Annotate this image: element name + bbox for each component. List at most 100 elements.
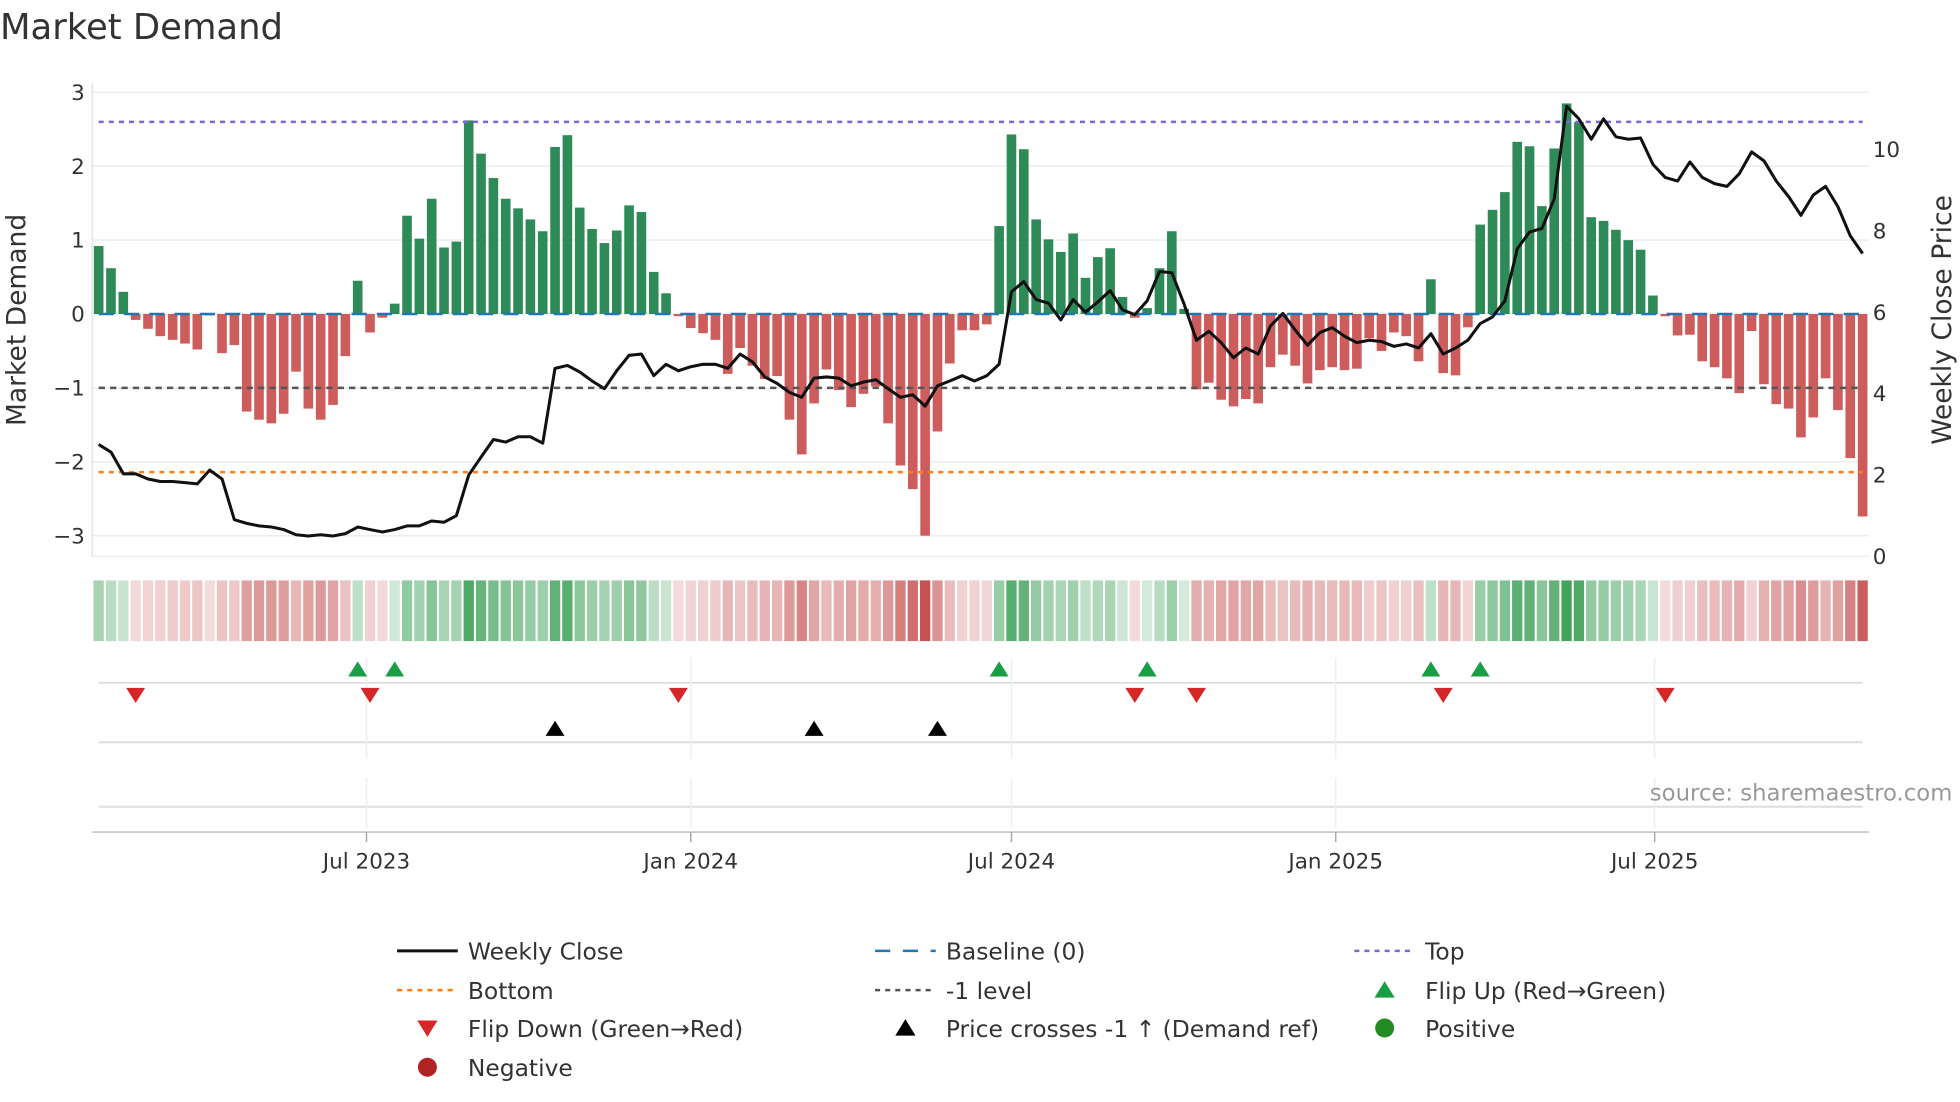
heat-strip-cell <box>1635 580 1646 642</box>
demand-bar <box>759 314 770 380</box>
demand-bar <box>426 198 437 315</box>
y-tick-label: −1 <box>53 376 85 401</box>
heat-strip-cell <box>488 580 499 642</box>
demand-bar <box>1364 314 1375 339</box>
demand-bar <box>550 147 560 315</box>
flip-up-marker <box>989 661 1009 677</box>
demand-bar <box>1302 314 1313 384</box>
heat-strip-cell <box>93 580 104 642</box>
demand-bar <box>1820 314 1831 379</box>
demand-bar <box>1413 314 1424 362</box>
heat-strip-cell <box>1524 580 1535 642</box>
demand-bar <box>513 208 523 315</box>
chart-title: Market Demand <box>0 7 283 48</box>
heat-strip-cell <box>1709 580 1720 642</box>
heat-strip-cell <box>1339 580 1350 642</box>
demand-bar <box>969 314 980 331</box>
heat-strip-cell <box>821 580 832 642</box>
demand-bar <box>266 314 277 424</box>
demand-bar <box>1339 314 1350 371</box>
heat-strip-cell <box>401 580 413 642</box>
demand-bar <box>747 314 758 366</box>
demand-bar <box>587 229 597 315</box>
flip-down-marker <box>668 687 688 704</box>
demand-bar <box>525 219 536 315</box>
heat-strip-cell <box>1142 580 1153 642</box>
heat-strip-cell <box>1832 580 1844 642</box>
heat-strip-cell <box>895 580 906 642</box>
demand-bar <box>957 314 967 331</box>
heat-strip-cell <box>1684 580 1696 642</box>
heat-strip-cell <box>549 580 561 642</box>
demand-bar <box>1660 314 1671 317</box>
demand-bar <box>1500 192 1510 315</box>
demand-bar <box>1845 314 1856 459</box>
heat-strip-cell <box>463 580 474 642</box>
demand-bar <box>155 314 166 337</box>
demand-bar <box>1376 314 1387 351</box>
legend-item-flip_down: Flip Down (Green→Red) <box>417 1015 743 1043</box>
demand-bar <box>846 314 856 408</box>
heat-strip-cell <box>1487 580 1498 642</box>
demand-bar <box>143 314 153 329</box>
heat-strip-cell <box>1401 580 1412 642</box>
heat-strip-cell <box>303 580 314 642</box>
heat-strip-cell <box>1364 580 1375 642</box>
demand-bar <box>439 247 449 315</box>
y2-tick-label: 10 <box>1873 138 1900 163</box>
demand-bar <box>1401 314 1412 337</box>
heat-strip-cell <box>142 580 154 642</box>
heat-strip-cell <box>327 580 339 642</box>
demand-bar <box>1734 314 1745 394</box>
price-cross-marker <box>545 720 565 736</box>
heat-strip-cell <box>981 580 992 642</box>
demand-bar <box>611 230 622 315</box>
demand-bar <box>1463 314 1473 328</box>
demand-bar <box>1524 146 1535 315</box>
demand-bar <box>1549 148 1560 315</box>
demand-bar <box>661 293 671 315</box>
demand-bar <box>907 314 918 490</box>
y2-tick-label: 4 <box>1873 382 1887 407</box>
heat-strip-cell <box>340 580 351 642</box>
legend-item-line: Weekly Close <box>397 938 623 966</box>
heat-strip-cell <box>1092 580 1103 642</box>
heat-strip-cell <box>1253 580 1264 642</box>
legend-triangle-up-icon <box>895 1019 916 1036</box>
demand-bar <box>1327 314 1337 368</box>
demand-bar <box>1746 314 1757 331</box>
heat-strip-cell <box>1536 580 1548 642</box>
heat-strip-cell <box>1808 580 1819 642</box>
demand-bar <box>981 314 992 325</box>
demand-bar <box>1450 314 1461 376</box>
flip-up-marker <box>348 661 368 677</box>
legend-triangle-up-icon <box>1374 981 1395 998</box>
y2-tick-label: 2 <box>1873 464 1887 489</box>
heat-strip-cell <box>611 580 622 642</box>
heat-strip-cell <box>500 580 511 642</box>
demand-bar <box>1796 314 1806 438</box>
legend-label: Flip Down (Green→Red) <box>468 1015 743 1043</box>
legend-label: Positive <box>1425 1015 1515 1043</box>
demand-bar <box>858 314 869 394</box>
heat-strip-cell <box>364 580 376 642</box>
heat-strip-cell <box>1475 580 1486 642</box>
heat-strip-cell <box>1154 580 1165 642</box>
demand-bar <box>1241 314 1251 399</box>
demand-bar <box>291 314 301 372</box>
demand-bar <box>920 314 930 536</box>
heat-strip-cell <box>562 580 573 642</box>
heat-strip-cell <box>993 580 1005 642</box>
legend-dot-icon <box>417 1057 437 1077</box>
heat-strip-cell <box>1376 580 1387 642</box>
heat-strip-cell <box>1228 580 1239 642</box>
demand-bar <box>1783 314 1794 409</box>
heat-strip-cell <box>734 580 746 642</box>
demand-bar <box>562 135 573 315</box>
price-cross-marker <box>927 720 947 736</box>
heat-strip-cell <box>685 580 696 642</box>
y-tick-label: −2 <box>53 450 85 475</box>
heat-strip-cell <box>771 580 783 642</box>
demand-bar <box>1857 314 1868 517</box>
heat-strip-cell <box>784 580 795 642</box>
